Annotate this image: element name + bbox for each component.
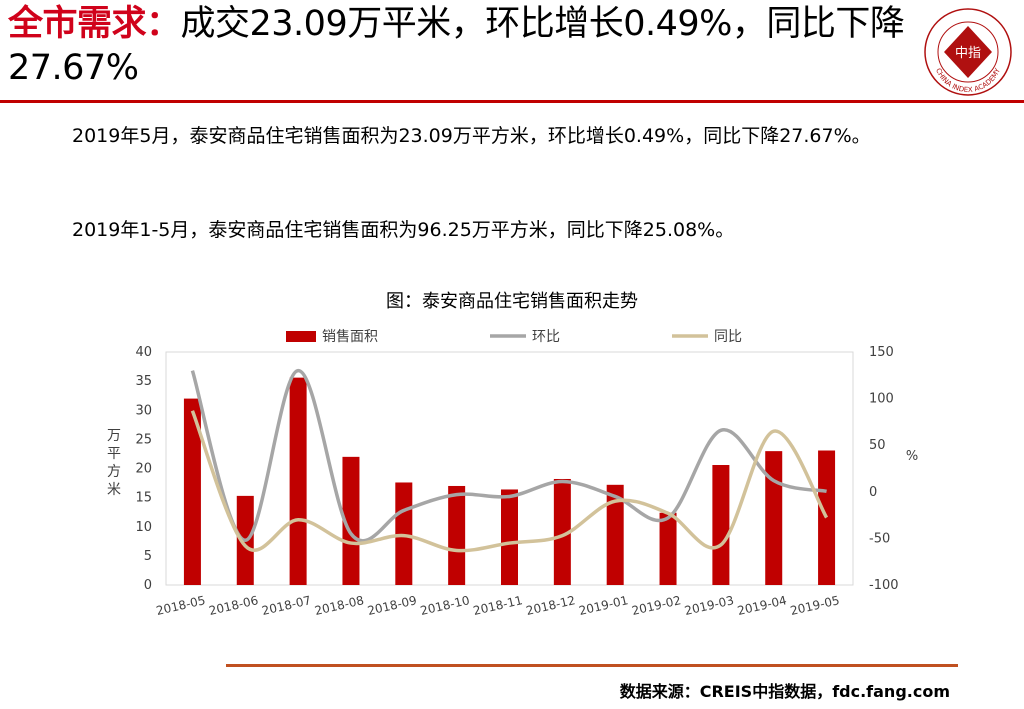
y-left-axis-label-char: 方 bbox=[107, 464, 121, 480]
y-left-tick-label: 0 bbox=[144, 578, 152, 593]
x-tick-label: 2018-11 bbox=[472, 593, 524, 618]
china-index-academy-logo: 中指 CHINA INDEX ACADEMY bbox=[924, 8, 1012, 96]
x-tick-label: 2019-04 bbox=[736, 593, 788, 618]
data-source: 数据来源：CREIS中指数据，fdc.fang.com bbox=[619, 682, 950, 701]
x-tick-label: 2018-07 bbox=[260, 593, 312, 618]
y-right-tick-label: 0 bbox=[869, 485, 877, 500]
bar-2018-09 bbox=[395, 482, 413, 585]
summary-paragraph-ytd: 2019年1-5月，泰安商品住宅销售面积为96.25万平方米，同比下降25.08… bbox=[72, 219, 735, 241]
line-同比 bbox=[190, 410, 829, 553]
sales-area-chart: 销售面积 环比 同比 0 5 10 15 20 25 30 35 40 -100 -50 0 50 100 15… bbox=[107, 329, 918, 618]
y-left-tick-label: 15 bbox=[135, 491, 152, 506]
legend-label: 销售面积 bbox=[322, 329, 378, 345]
bar-2019-02 bbox=[659, 512, 677, 585]
bar-2018-12 bbox=[553, 478, 571, 585]
x-tick-label: 2019-05 bbox=[789, 593, 841, 618]
bar-2019-05 bbox=[818, 450, 836, 585]
summary-paragraph-monthly: 2019年5月，泰安商品住宅销售面积为23.09万平方米，环比增长0.49%，同… bbox=[72, 125, 871, 147]
bar-2019-01 bbox=[606, 484, 624, 585]
x-tick-label: 2019-01 bbox=[578, 593, 630, 618]
bar-2018-05 bbox=[183, 398, 201, 585]
y-left-axis-label-char: 平 bbox=[107, 446, 121, 462]
x-tick-label: 2019-02 bbox=[630, 593, 682, 618]
y-left-tick-label: 10 bbox=[135, 520, 152, 535]
y-left-tick-label: 20 bbox=[135, 462, 152, 477]
bar-2018-07 bbox=[289, 377, 307, 585]
legend-label: 同比 bbox=[714, 329, 742, 345]
x-axis-labels: 2018-05 2018-06 2018-07 2018-08 2018-09 2018-… bbox=[155, 593, 841, 618]
chart-legend: 销售面积 环比 同比 bbox=[286, 329, 742, 345]
footer-divider bbox=[226, 664, 958, 667]
y-right-tick-label: -50 bbox=[869, 531, 890, 546]
y-left-tick-label: 40 bbox=[135, 345, 152, 360]
y-left-axis-label-char: 万 bbox=[107, 428, 121, 444]
logo-center-text: 中指 bbox=[955, 46, 981, 61]
legend-label: 环比 bbox=[532, 329, 560, 345]
y-left-tick-label: 5 bbox=[144, 549, 152, 564]
x-tick-label: 2018-12 bbox=[525, 593, 577, 618]
x-tick-label: 2018-05 bbox=[155, 593, 207, 618]
y-right-tick-label: 150 bbox=[869, 345, 894, 360]
y-right-tick-label: 100 bbox=[869, 392, 894, 407]
x-tick-label: 2018-06 bbox=[208, 593, 260, 618]
y-right-axis-label: % bbox=[906, 449, 918, 464]
page-title-text: 成交23.09万平米，环比增长0.49%，同比下降27.67% bbox=[8, 4, 905, 88]
y-left-tick-label: 25 bbox=[135, 432, 152, 447]
page-title: 全市需求：成交23.09万平米，环比增长0.49%，同比下降27.67% bbox=[8, 2, 908, 90]
line-环比 bbox=[190, 368, 827, 543]
line-series bbox=[190, 368, 829, 553]
bar-2019-03 bbox=[712, 465, 730, 585]
y-left-tick-label: 30 bbox=[135, 403, 152, 418]
x-tick-label: 2018-09 bbox=[366, 593, 418, 618]
title-divider bbox=[0, 100, 1024, 103]
bar-2019-04 bbox=[765, 451, 783, 585]
x-tick-label: 2018-08 bbox=[313, 593, 365, 618]
bar-2018-10 bbox=[448, 485, 466, 585]
chart-title: 图：泰安商品住宅销售面积走势 bbox=[386, 291, 638, 312]
y-left-axis-label-char: 米 bbox=[107, 482, 121, 498]
y-right-tick-label: -100 bbox=[869, 578, 899, 593]
y-right-tick-label: 50 bbox=[869, 438, 886, 453]
legend-swatch-bar bbox=[286, 331, 316, 342]
x-tick-label: 2019-03 bbox=[683, 593, 735, 618]
bar-2018-11 bbox=[501, 489, 518, 585]
bar-2018-08 bbox=[342, 456, 360, 585]
x-tick-label: 2018-10 bbox=[419, 593, 471, 618]
page-title-keyword: 全市需求： bbox=[8, 4, 181, 44]
y-left-tick-label: 35 bbox=[135, 374, 152, 389]
